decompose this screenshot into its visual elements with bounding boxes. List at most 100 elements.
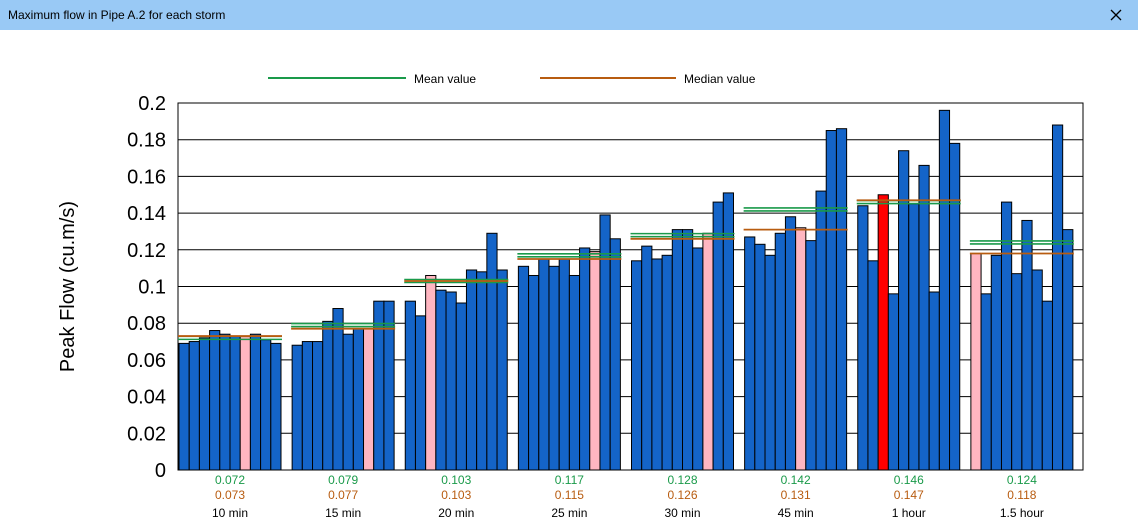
bar — [568, 274, 581, 471]
bar — [352, 328, 365, 471]
bar — [990, 254, 1002, 471]
close-button[interactable] — [1094, 0, 1138, 30]
x-category-label: 20 min — [438, 506, 474, 520]
bar — [486, 232, 498, 471]
bar — [835, 128, 848, 471]
bar — [476, 271, 488, 471]
bar — [908, 203, 920, 471]
bar — [764, 254, 776, 471]
y-tick-label: 0.06 — [127, 350, 166, 372]
bar — [465, 269, 478, 471]
window-title: Maximum flow in Pipe A.2 for each storm — [8, 8, 226, 22]
bar — [877, 194, 889, 471]
x-category-label: 45 min — [778, 506, 814, 520]
bar — [239, 335, 251, 471]
bar — [825, 130, 837, 471]
median-value-label: 0.103 — [441, 488, 471, 502]
y-tick-label: 0.02 — [127, 423, 166, 445]
title-bar: Maximum flow in Pipe A.2 for each storm — [0, 0, 1138, 30]
bar — [1011, 273, 1023, 471]
mean-value-label: 0.117 — [555, 473, 584, 487]
y-axis-label: Peak Flow (cu.m/s) — [57, 201, 79, 372]
bar — [641, 245, 653, 471]
bar — [651, 258, 663, 471]
y-tick-label: 0.16 — [127, 166, 166, 188]
bar — [178, 342, 190, 471]
bar — [301, 341, 314, 471]
bar — [1021, 219, 1033, 471]
bar — [815, 190, 827, 471]
bar — [249, 333, 262, 471]
bar — [363, 328, 375, 471]
bar — [980, 293, 992, 471]
bar — [609, 238, 621, 471]
x-category-label: 10 min — [212, 506, 248, 520]
close-icon — [1110, 9, 1122, 21]
bar — [322, 320, 334, 471]
bar — [970, 252, 982, 471]
mean-value-label: 0.079 — [328, 473, 358, 487]
bar — [383, 300, 395, 471]
median-value-label: 0.077 — [328, 488, 358, 502]
bar — [188, 341, 200, 471]
bar — [887, 293, 900, 471]
bar — [671, 229, 683, 471]
median-value-label: 0.115 — [555, 488, 584, 502]
peak-flow-chart: 0 0.02 0.04 0.06 0.08 0.1 0.12 0.14 0.16 0.18 0.2 P… — [57, 72, 1084, 520]
bar — [867, 260, 879, 471]
bar — [229, 335, 241, 471]
bar — [589, 251, 601, 471]
bar — [928, 291, 940, 471]
bar — [455, 302, 467, 471]
legend-label: Mean value — [414, 72, 476, 86]
bar — [857, 205, 869, 471]
legend-label: Median value — [684, 72, 756, 86]
bar — [805, 240, 817, 471]
bar — [414, 315, 427, 471]
bar — [712, 201, 724, 471]
bar — [661, 254, 673, 471]
bar — [774, 232, 786, 471]
bar — [784, 216, 797, 471]
y-tick-label: 0.18 — [127, 130, 166, 152]
bar — [548, 265, 560, 471]
median-value-label: 0.126 — [667, 488, 697, 502]
bar — [1031, 269, 1043, 471]
bar — [722, 192, 734, 471]
y-tick-label: 0.2 — [138, 93, 166, 115]
bar — [938, 109, 951, 471]
bar — [1051, 124, 1064, 471]
bar — [1041, 300, 1053, 471]
bar — [496, 269, 508, 471]
mean-value-label: 0.072 — [215, 473, 245, 487]
plot-frame — [177, 102, 1084, 471]
bar — [332, 308, 344, 471]
bar — [445, 291, 457, 471]
bar — [260, 339, 272, 471]
bar — [425, 274, 437, 471]
x-category-label: 30 min — [664, 506, 700, 520]
mean-value-label: 0.128 — [667, 473, 697, 487]
median-value-label: 0.073 — [215, 488, 245, 502]
bar — [898, 150, 910, 471]
bar — [682, 229, 694, 471]
bar — [342, 333, 354, 471]
x-category-label: 25 min — [551, 506, 587, 520]
mean-value-label: 0.142 — [781, 473, 811, 487]
mean-value-label: 0.103 — [441, 473, 471, 487]
bar — [517, 265, 530, 471]
bar — [918, 164, 930, 471]
mean-value-label: 0.124 — [1007, 473, 1037, 487]
bar — [579, 247, 591, 471]
bar — [270, 342, 282, 471]
bar — [949, 142, 961, 471]
bar — [744, 236, 756, 471]
y-tick-label: 0 — [155, 460, 166, 482]
bar — [219, 333, 231, 471]
bar — [209, 330, 221, 471]
y-tick-label: 0.1 — [138, 277, 166, 299]
bar — [291, 344, 303, 471]
bar — [702, 232, 714, 471]
bar — [1000, 201, 1013, 471]
bar — [528, 274, 540, 471]
